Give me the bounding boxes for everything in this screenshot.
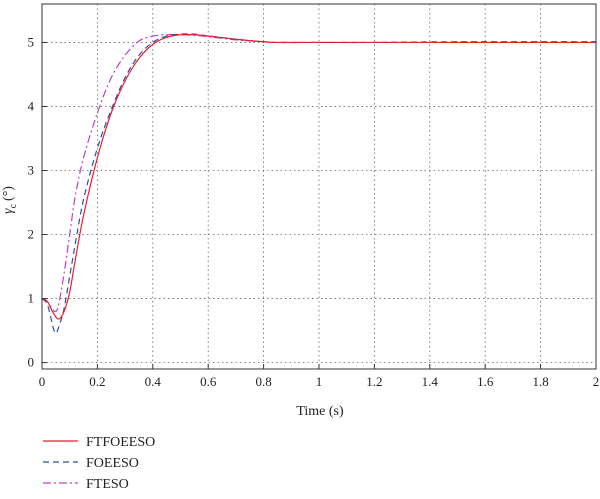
legend-label: FTFOEESO [86,435,155,450]
y-tick-label: 4 [28,98,35,113]
x-tick-label: 0.8 [255,374,271,389]
x-tick-label: 0.2 [89,374,105,389]
series-lines [41,33,597,334]
series-line-ftfoeeso [41,33,596,320]
x-tick-label: 0 [39,374,46,389]
y-axis-label-sub: c [8,203,19,208]
x-axis-label: Time (s) [296,404,344,419]
legend: FTFOEESO FOEESO FTESO [43,435,155,492]
x-tick-label: 2 [593,374,600,389]
y-tick-label: 3 [28,162,35,177]
x-tick-label: 0.6 [200,374,217,389]
legend-label: FOEESO [86,456,139,471]
x-tick-label: 1.2 [366,374,382,389]
grid-lines [42,4,596,369]
x-tick-label: 1 [316,374,323,389]
y-axis-label-unit: (°) [1,186,16,201]
y-tick-label: 0 [28,355,35,370]
axis-ticks: 0 0.2 0.4 0.6 0.8 1 1.2 1.4 1.6 1.8 2 0 1 2 3 4 5 [28,34,600,389]
x-tick-label: 1.6 [477,374,494,389]
x-tick-label: 0.4 [145,374,162,389]
y-axis-label: γc (°) [1,186,19,214]
y-tick-label: 2 [28,227,35,242]
svg-text:γc(°): γc (°) [1,186,19,214]
x-tick-label: 1.4 [422,374,439,389]
y-tick-label: 5 [28,34,35,49]
y-axis-label-main: γ [1,208,16,214]
x-tick-label: 1.8 [532,374,548,389]
legend-label: FTESO [86,477,129,492]
y-tick-label: 1 [28,291,35,306]
